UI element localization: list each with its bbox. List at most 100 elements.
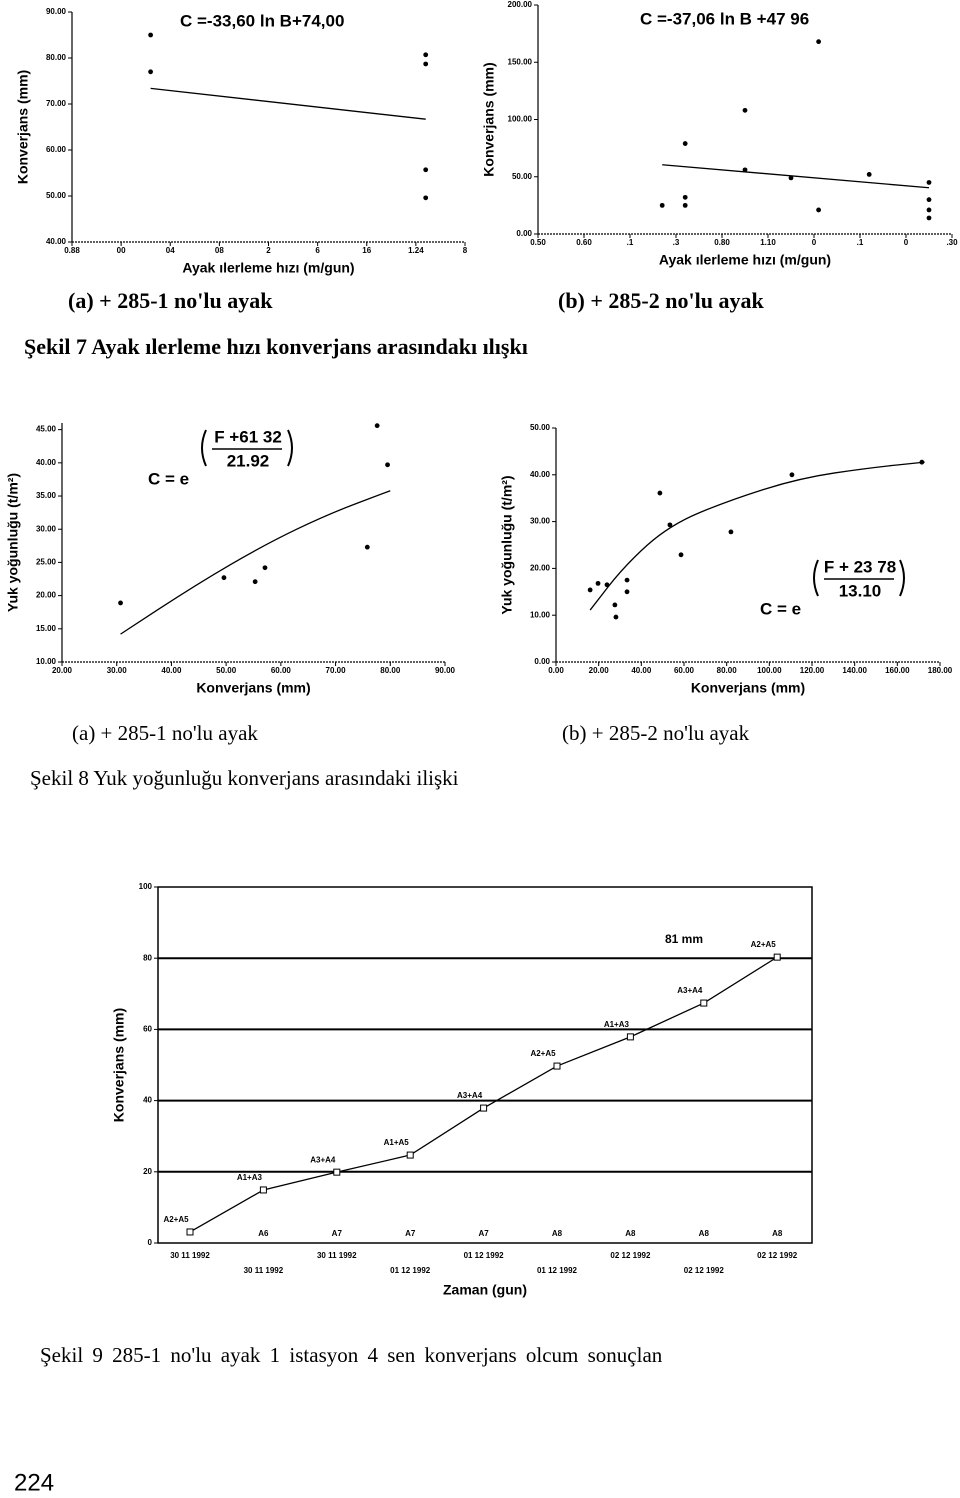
point — [406, 1151, 414, 1159]
y-tick-label: 200.00 — [508, 0, 533, 9]
x-tick-label: 30 11 1992 — [244, 1266, 284, 1275]
point-label: A2+A5 — [751, 940, 777, 949]
x-tick-label: 30 11 1992 — [317, 1251, 357, 1260]
bracket — [813, 559, 819, 597]
x-tick-label: 60.00 — [271, 666, 292, 675]
y-tick-label: 90.00 — [46, 7, 67, 16]
equation: C =-37,06 ln B +47 96 — [640, 9, 809, 28]
point — [728, 529, 734, 535]
subcaption: (b) + 285-2 no'lu ayak — [558, 288, 764, 313]
point — [612, 602, 618, 608]
x-tick-label: 02 12 1992 — [610, 1251, 651, 1260]
bracket — [287, 429, 293, 467]
equation-base: C = e — [148, 469, 189, 488]
point — [742, 167, 748, 173]
y-tick-label: 40.00 — [46, 237, 67, 246]
x-tick-label: 90.00 — [435, 666, 456, 675]
point-label: A1+A3 — [237, 1173, 263, 1182]
equation-base: C = e — [760, 599, 801, 618]
point — [385, 462, 390, 468]
x-axis-label: Ayak ılerleme hızı (m/gun) — [659, 252, 831, 268]
figure-caption: Şekil 9 285-1 no'lu ayak 1 istasyon 4 se… — [40, 1343, 663, 1367]
x-axis-label: Konverjans (mm) — [691, 680, 805, 696]
x-tick-label: 140.00 — [842, 666, 867, 675]
point — [788, 175, 794, 181]
point — [587, 587, 593, 593]
point — [118, 600, 123, 606]
station-label: A8 — [625, 1229, 636, 1238]
x-tick-label: 20.00 — [52, 666, 73, 675]
station-label: A8 — [552, 1229, 563, 1238]
x-tick-label: 8 — [463, 246, 468, 255]
x-tick-label: 120.00 — [800, 666, 825, 675]
x-tick-label: 01 12 1992 — [390, 1266, 431, 1275]
point — [816, 207, 821, 213]
y-tick-label: 10.00 — [36, 657, 57, 666]
x-tick-label: 0 — [812, 238, 817, 247]
point — [624, 577, 630, 583]
y-tick-label: 60.00 — [46, 145, 67, 154]
y-tick-label: 30.00 — [36, 524, 57, 533]
point — [682, 202, 688, 208]
x-tick-label: 180.00 — [928, 666, 953, 675]
x-tick-label: 160.00 — [885, 666, 910, 675]
point — [186, 1228, 194, 1236]
x-tick-label: 20.00 — [589, 666, 610, 675]
station-label: A7 — [332, 1229, 343, 1238]
y-tick-label: 100 — [139, 882, 153, 891]
point — [374, 423, 380, 429]
equation-numerator: F +61 32 — [214, 427, 282, 446]
x-tick-label: 2 — [266, 246, 271, 255]
x-tick-label: 30 11 1992 — [170, 1251, 210, 1260]
point-label: A3+A4 — [457, 1091, 483, 1100]
station-label: A7 — [405, 1229, 416, 1238]
equation-denominator: 21.92 — [227, 451, 270, 470]
x-tick-label: 0.88 — [64, 246, 80, 255]
point — [682, 141, 688, 146]
y-tick-label: 20.00 — [36, 591, 57, 600]
y-tick-label: 45.00 — [36, 425, 57, 434]
point — [773, 953, 781, 961]
figure-caption: Şekil 7 Ayak ılerleme hızı konverjans ar… — [24, 334, 528, 359]
y-tick-label: 0 — [148, 1238, 153, 1247]
line — [189, 956, 778, 1233]
fit-curve — [662, 164, 930, 189]
bracket — [201, 429, 207, 467]
subcaption: (a) + 285-1 no'lu ayak — [72, 721, 258, 745]
y-tick-label: 10.00 — [530, 610, 551, 619]
x-tick-label: .30 — [946, 238, 958, 247]
x-tick-label: 0 — [904, 238, 909, 247]
equation: C =-33,60 ln B+74,00 — [180, 11, 344, 30]
y-tick-label: 0.00 — [516, 229, 532, 238]
equation-denominator: 13.10 — [839, 581, 882, 600]
point — [626, 1033, 634, 1041]
point — [789, 472, 795, 478]
page-number: 224 — [14, 1469, 54, 1496]
point — [926, 207, 932, 213]
point — [657, 490, 663, 496]
subcaption: (a) + 285-1 no'lu ayak — [68, 288, 273, 313]
subcaption: (b) + 285-2 no'lu ayak — [562, 721, 750, 745]
equation-numerator: F + 23 78 — [824, 557, 896, 576]
point — [624, 589, 630, 595]
annotation: 81 mm — [665, 932, 703, 946]
y-tick-label: 60 — [143, 1025, 152, 1034]
point — [742, 107, 748, 113]
y-axis-label: Konverjans (mm) — [481, 62, 497, 176]
y-tick-label: 50.00 — [512, 172, 533, 181]
point — [613, 614, 619, 620]
fit-curve — [589, 461, 925, 611]
x-tick-label: .1 — [857, 238, 864, 247]
x-tick-label: 70.00 — [326, 666, 347, 675]
y-tick-label: 150.00 — [508, 57, 533, 66]
point — [595, 580, 601, 586]
y-tick-label: 40 — [143, 1096, 152, 1105]
x-axis-label: Ayak ılerleme hızı (m/gun) — [182, 260, 354, 276]
x-tick-label: 60.00 — [674, 666, 695, 675]
point — [221, 575, 227, 581]
fit-curve — [120, 490, 391, 635]
point — [667, 522, 673, 528]
y-tick-label: 20 — [143, 1167, 152, 1176]
y-tick-label: 50.00 — [530, 423, 551, 432]
